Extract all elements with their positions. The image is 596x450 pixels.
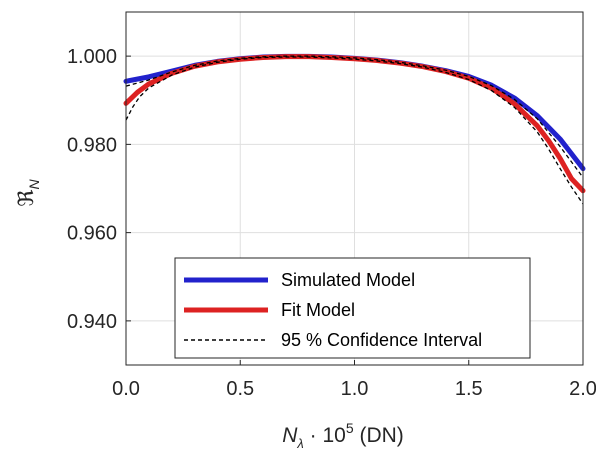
ticks: 0.0 0.5 1.0 1.5 2.0 0.940 0.960 0.980 1.000 [67,46,596,400]
x-tick-label: 2.0 [569,378,596,400]
y-tick-label: 0.960 [67,223,117,245]
series-layer [123,53,586,205]
y-tick-label: 0.940 [67,311,117,333]
legend-label-fit-model: Fit Model [281,300,355,320]
y-tick-label: 0.980 [67,134,117,156]
x-tick-label: 0.5 [226,378,254,400]
series-line-3 [125,55,584,178]
x-tick-label: 1.5 [455,378,483,400]
x-axis-label: Nλ · 105 (DN) [282,420,404,450]
legend: Simulated Model Fit Model 95 % Confidenc… [174,257,531,359]
series-line-2 [125,56,584,205]
x-tick-label: 0.0 [112,378,140,400]
y-tick-label: 1.000 [67,46,117,68]
legend-label-simulated-model: Simulated Model [281,270,415,290]
y-axis-label: ℜN [15,179,42,207]
x-tick-label: 1.0 [341,378,369,400]
legend-label-confidence-interval: 95 % Confidence Interval [281,330,482,350]
